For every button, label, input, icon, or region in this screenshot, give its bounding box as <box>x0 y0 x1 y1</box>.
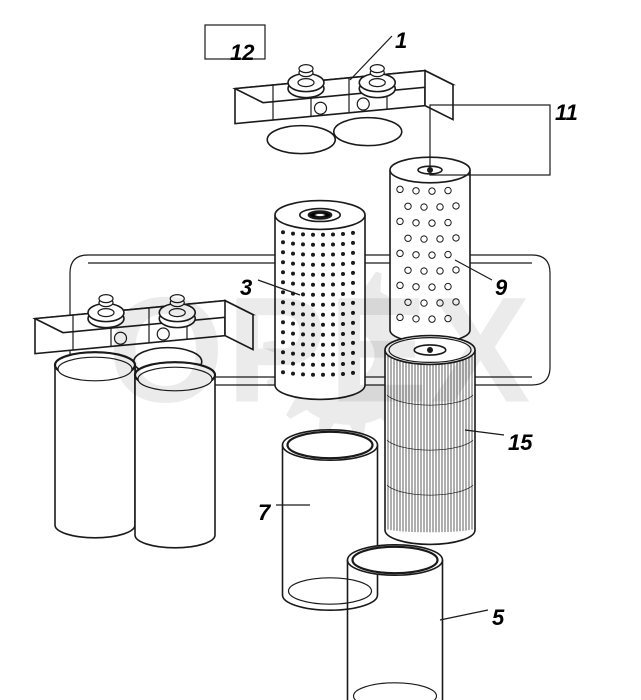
callout-1: 1 <box>395 28 407 54</box>
callout-9: 9 <box>495 275 507 301</box>
diagram-stage: { "canvas": { "width": 641, "height": 70… <box>0 0 641 700</box>
callout-15: 15 <box>508 430 532 456</box>
callout-3: 3 <box>240 275 252 301</box>
callout-11: 11 <box>555 100 578 126</box>
callout-5: 5 <box>492 605 504 631</box>
callout-7: 7 <box>258 500 270 526</box>
diagram-svg <box>0 0 641 700</box>
callout-12: 12 <box>230 40 254 66</box>
